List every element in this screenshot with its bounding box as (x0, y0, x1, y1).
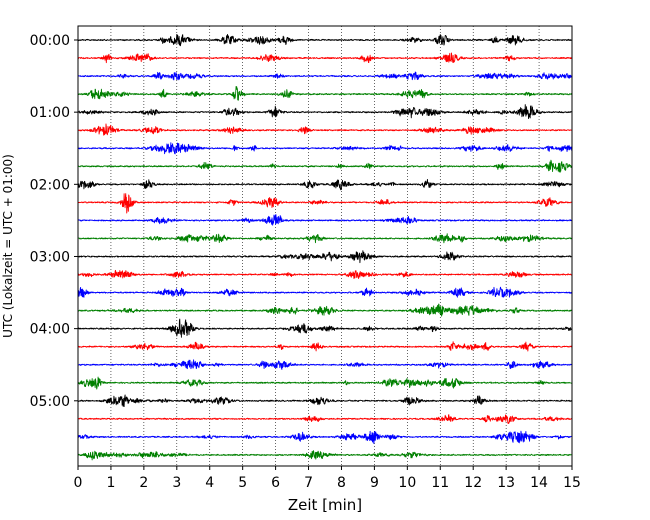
y-axis-label: UTC (Lokalzeit = UTC + 01:00) (1, 154, 15, 338)
seismic-traces (77, 33, 573, 461)
x-tick-label: 15 (563, 475, 581, 491)
trace-0330 (77, 286, 573, 298)
trace-0145 (77, 159, 573, 173)
x-tick-label: 1 (106, 475, 115, 491)
trace-0415 (77, 341, 573, 352)
trace-0100 (77, 104, 573, 119)
x-axis-ticks: 0 1 2 3 4 5 6 7 8 9 10 11 12 13 14 15 (74, 466, 581, 491)
x-tick-label: 10 (398, 475, 416, 491)
trace-0430 (77, 359, 573, 370)
y-axis-ticks: 00:00 01:00 02:00 03:00 04:00 05:00 (30, 33, 78, 410)
x-tick-label: 3 (172, 475, 181, 491)
grid-lines (110, 26, 540, 466)
trace-0530 (77, 430, 573, 444)
trace-0400 (77, 318, 573, 338)
x-tick-label: 9 (370, 475, 379, 491)
trace-0200 (77, 178, 573, 191)
y-tick-label: 04:00 (30, 322, 70, 338)
trace-0015 (77, 52, 573, 64)
x-tick-label: 11 (431, 475, 449, 491)
trace-0115 (77, 123, 573, 136)
x-tick-label: 7 (304, 475, 313, 491)
trace-0230 (77, 214, 573, 226)
trace-0045 (77, 85, 573, 101)
x-axis-label: Zeit [min] (288, 496, 362, 514)
x-tick-label: 14 (530, 475, 548, 491)
trace-0215 (77, 193, 573, 214)
trace-0315 (77, 269, 573, 280)
x-tick-label: 0 (74, 475, 83, 491)
y-tick-label: 05:00 (30, 394, 70, 410)
trace-0345 (77, 303, 573, 317)
trace-0245 (77, 233, 573, 244)
x-tick-label: 12 (464, 475, 482, 491)
trace-0515 (77, 414, 573, 425)
trace-0130 (77, 142, 573, 155)
x-tick-label: 5 (238, 475, 247, 491)
trace-0030 (77, 71, 573, 81)
trace-0500 (77, 394, 573, 408)
x-tick-label: 2 (139, 475, 148, 491)
y-tick-label: 02:00 (30, 177, 70, 193)
y-tick-label: 00:00 (30, 33, 70, 49)
plot-frame (77, 25, 573, 467)
x-tick-label: 4 (205, 475, 214, 491)
x-tick-label: 13 (497, 475, 515, 491)
x-tick-label: 6 (271, 475, 280, 491)
trace-0545 (77, 450, 573, 461)
y-tick-label: 03:00 (30, 249, 70, 265)
x-tick-label: 8 (337, 475, 346, 491)
y-tick-label: 01:00 (30, 105, 70, 121)
trace-0445 (77, 376, 573, 390)
trace-0000 (77, 33, 573, 47)
trace-0300 (77, 250, 573, 264)
